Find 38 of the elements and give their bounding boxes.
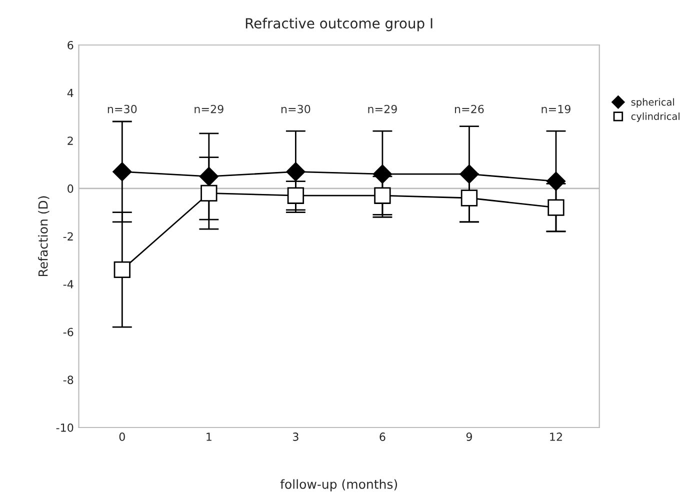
y-axis-title: Refaction (D) (38, 196, 50, 276)
point (286, 162, 306, 182)
annotation: n=29 (194, 104, 224, 114)
point (460, 164, 479, 184)
legend-label: cylindrical (631, 112, 680, 122)
annotation: n=26 (454, 104, 484, 114)
y-tick-label: -2 (63, 232, 73, 240)
legend-label: spherical (631, 98, 674, 108)
y-tick-label: -8 (63, 376, 74, 384)
x-tick-label: 12 (550, 432, 562, 441)
annotation: n=30 (108, 104, 137, 114)
y-tick-label: -6 (63, 328, 74, 336)
y-tick-label: -10 (56, 423, 74, 432)
x-tick-label: 0 (119, 432, 125, 441)
point (374, 187, 391, 204)
annotation: n=29 (368, 104, 397, 114)
x-axis-title: follow-up (months) (280, 479, 398, 492)
point (548, 199, 564, 216)
x-tick-label: 3 (293, 432, 298, 441)
y-tick-label: -4 (63, 280, 74, 288)
y-tick-label: 2 (68, 136, 73, 145)
point (114, 261, 130, 278)
point (200, 184, 218, 202)
y-tick-label: 4 (67, 88, 74, 98)
point (372, 164, 392, 184)
y-tick-label: 0 (68, 184, 74, 193)
annotation: n=19 (542, 104, 570, 114)
x-tick-label: 1 (206, 432, 212, 441)
point (112, 162, 132, 182)
point (460, 190, 478, 206)
chart-title: Refractive outcome group I (246, 18, 432, 32)
x-tick-label: 9 (466, 432, 472, 441)
point (199, 166, 218, 186)
x-tick-label: 6 (380, 432, 386, 441)
y-tick-label: 6 (68, 40, 74, 50)
point (287, 187, 304, 204)
point (546, 172, 566, 191)
annotation: n=30 (281, 104, 310, 114)
